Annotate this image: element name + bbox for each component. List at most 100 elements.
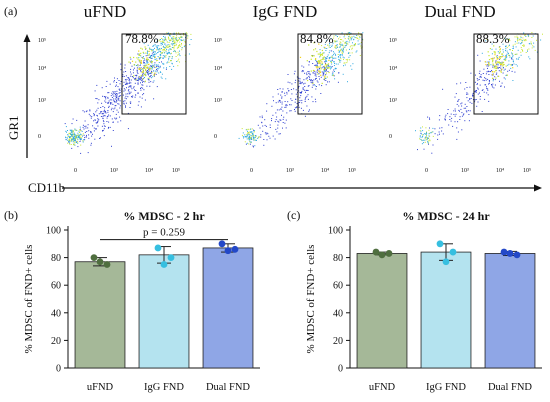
flow-event [181, 36, 183, 38]
flow-event [174, 42, 175, 44]
flow-event [349, 52, 351, 54]
flow-event [85, 136, 87, 138]
flow-event [168, 52, 170, 54]
flow-event [115, 95, 117, 97]
flow-event [254, 145, 256, 147]
flow-event [464, 103, 466, 105]
flow-event [143, 58, 145, 60]
flow-event [487, 94, 489, 96]
flow-event [137, 92, 139, 94]
flow-event [105, 112, 107, 114]
flow-event [308, 71, 310, 73]
flow-event [439, 115, 441, 117]
flow-event [420, 133, 422, 135]
flow-event [309, 76, 311, 78]
flow-event [333, 40, 335, 42]
flow-event [142, 84, 144, 86]
data-point [96, 258, 104, 266]
flow-event [503, 38, 505, 40]
flow-event [449, 119, 451, 120]
flow-event [153, 54, 155, 56]
flow-event [347, 58, 349, 60]
flow-event [312, 55, 314, 56]
flow-event [458, 109, 460, 111]
flow-event [353, 45, 355, 47]
flow-event [97, 107, 99, 109]
flow-event [498, 70, 500, 72]
flow-event [323, 69, 325, 71]
flow-event [88, 130, 90, 132]
flow-event [261, 122, 263, 124]
flow-event [116, 93, 118, 94]
flow-event [241, 134, 243, 136]
flow-event [153, 80, 155, 82]
flow-event [528, 56, 530, 58]
flow-event [154, 58, 156, 60]
flow-event [271, 120, 272, 122]
flow-event [113, 92, 114, 94]
flow-event [520, 54, 522, 56]
flow-event [140, 60, 142, 62]
flow-event [151, 60, 153, 62]
flow-event [335, 34, 337, 36]
flow-event [163, 36, 164, 37]
flow-event [151, 65, 152, 67]
flow-event [337, 56, 339, 58]
flow-event [264, 124, 266, 126]
flow-event [315, 78, 316, 80]
flow-event [311, 86, 313, 88]
flow-event [154, 56, 156, 58]
flow-event [339, 43, 341, 45]
flow-event [438, 119, 440, 121]
flow-event [450, 113, 452, 115]
flow-event [68, 139, 70, 141]
flow-event [275, 119, 277, 121]
flow-event [495, 48, 497, 50]
flow-event [250, 141, 252, 143]
flow-event [349, 37, 351, 39]
flow-event [72, 130, 74, 132]
flow-event [159, 58, 160, 60]
flow-event [505, 74, 507, 76]
flow-event [158, 48, 160, 49]
flow-event [179, 55, 181, 57]
flow-event [242, 132, 244, 134]
flow-event [341, 54, 343, 56]
flow-event [144, 67, 146, 69]
flow-event [437, 134, 439, 136]
flow-event [275, 112, 277, 114]
flow-event [315, 64, 317, 66]
bar-chart-24hr: % MDSC - 24 hr% MDSC of FND+ cells020406… [305, 209, 542, 393]
flow-event [542, 33, 543, 35]
flow-event [248, 134, 250, 136]
flow-event [311, 82, 313, 84]
flow-event [163, 49, 165, 50]
flow-event [183, 46, 185, 48]
data-point [449, 248, 457, 256]
data-point [90, 254, 98, 261]
flow-event [321, 85, 323, 87]
flow-event [150, 67, 152, 69]
flow-event [80, 152, 82, 154]
flow-event [118, 92, 120, 94]
flow-event [455, 110, 456, 112]
flow-event [69, 129, 71, 131]
flow-event [277, 93, 279, 95]
flow-event [466, 93, 468, 95]
flow-event [493, 45, 495, 47]
flow-event [113, 100, 115, 102]
flow-event [522, 37, 524, 39]
flow-event [171, 47, 173, 48]
flow-event [318, 66, 320, 68]
flow-event [127, 93, 129, 95]
flow-event [318, 84, 320, 86]
flow-event [474, 99, 476, 101]
flow-event [105, 86, 107, 87]
flow-event [126, 83, 128, 85]
flow-event [127, 90, 129, 92]
flow-event [92, 125, 94, 127]
flow-event [104, 109, 105, 111]
flow-event [253, 129, 254, 131]
flow-event [163, 41, 165, 43]
flow-event [136, 65, 137, 66]
